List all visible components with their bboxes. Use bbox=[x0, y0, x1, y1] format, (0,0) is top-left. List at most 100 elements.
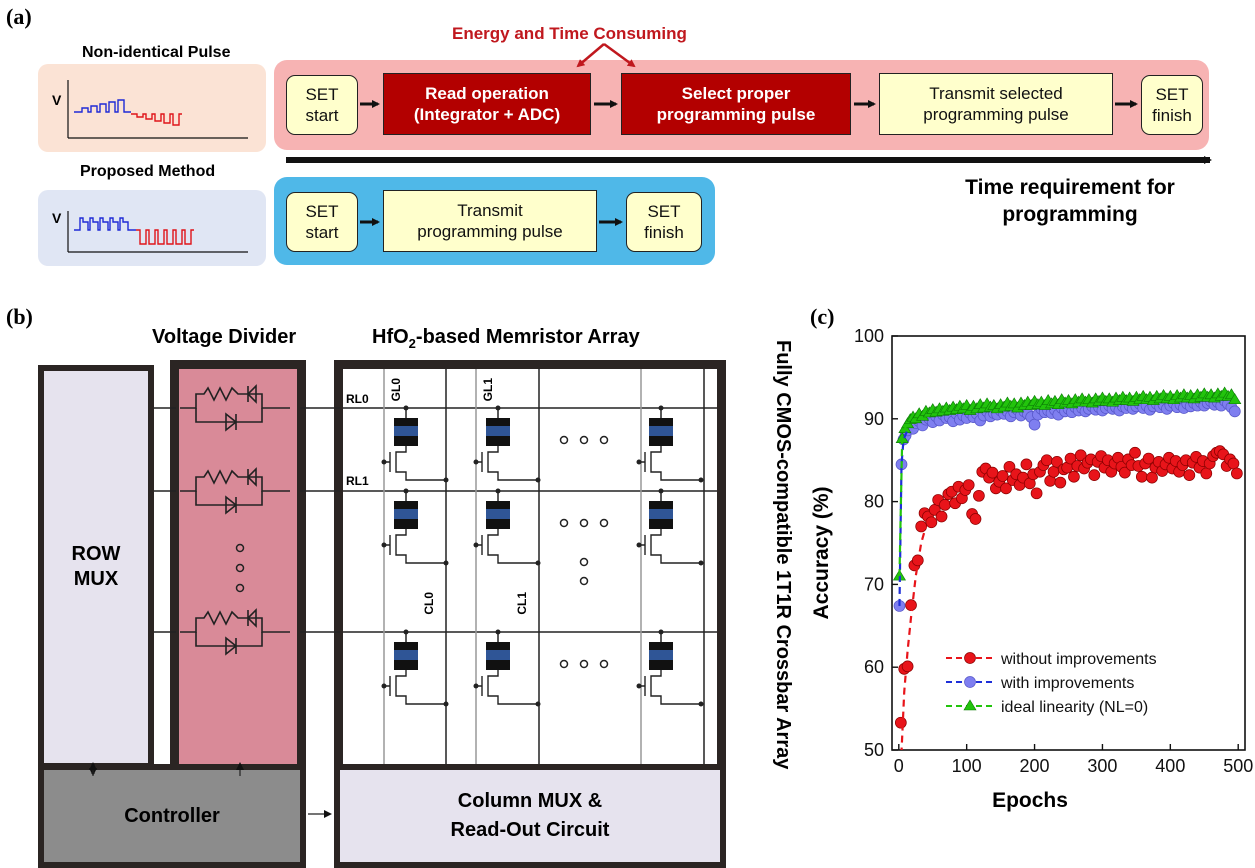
y-tick-label: 90 bbox=[864, 409, 884, 429]
data-point bbox=[1137, 402, 1150, 414]
data-point bbox=[996, 470, 1009, 482]
data-point bbox=[1088, 469, 1101, 481]
data-point bbox=[1204, 388, 1218, 400]
data-point bbox=[1228, 393, 1242, 405]
data-point bbox=[1174, 398, 1187, 411]
data-point bbox=[1211, 387, 1225, 399]
data-point bbox=[1048, 394, 1062, 406]
data-point bbox=[1167, 393, 1181, 405]
data-point bbox=[1220, 460, 1233, 472]
data-point bbox=[1000, 482, 1012, 495]
data-point bbox=[952, 480, 965, 493]
data-point bbox=[1113, 404, 1126, 417]
memristor-array-title: HfO2-based Memristor Array bbox=[372, 326, 640, 351]
plot-frame bbox=[891, 335, 1246, 751]
rl0-label: RL0 bbox=[346, 392, 369, 406]
data-point bbox=[1224, 388, 1238, 400]
data-point bbox=[1006, 474, 1019, 486]
data-point bbox=[1047, 465, 1060, 478]
data-point bbox=[1227, 457, 1240, 470]
data-point bbox=[899, 429, 912, 442]
data-point bbox=[1224, 453, 1236, 466]
data-point bbox=[1095, 450, 1107, 462]
data-point bbox=[1142, 452, 1155, 465]
data-point bbox=[1072, 395, 1086, 407]
data-point bbox=[1188, 397, 1200, 409]
voltage-symbol-bottom: V bbox=[52, 210, 62, 226]
data-point bbox=[966, 508, 978, 520]
data-point bbox=[1154, 401, 1166, 414]
data-point bbox=[932, 402, 947, 414]
x-axis-title: Epochs bbox=[992, 789, 1068, 812]
data-point bbox=[912, 407, 926, 419]
data-point bbox=[1099, 402, 1112, 414]
data-point bbox=[1166, 462, 1179, 475]
data-point bbox=[990, 402, 1004, 414]
legend-label: ideal linearity (NL=0) bbox=[1001, 699, 1148, 716]
data-point bbox=[1023, 477, 1036, 490]
crossbar-side-title: Fully CMOS-compatible 1T1R Crossbar Arra… bbox=[772, 340, 794, 770]
y-tick-label: 50 bbox=[864, 740, 884, 760]
data-point bbox=[1194, 390, 1208, 402]
data-point bbox=[1157, 389, 1171, 400]
fit-line bbox=[898, 426, 907, 577]
data-point bbox=[1197, 455, 1209, 467]
data-point bbox=[930, 410, 942, 423]
data-point bbox=[1177, 388, 1191, 400]
data-point bbox=[895, 458, 908, 471]
data-point bbox=[1126, 394, 1140, 406]
data-point bbox=[1068, 393, 1082, 405]
data-point bbox=[901, 660, 914, 673]
data-point bbox=[956, 492, 968, 505]
data-point bbox=[1086, 400, 1099, 413]
data-point bbox=[1190, 388, 1205, 400]
data-point bbox=[926, 416, 939, 428]
data-point bbox=[897, 433, 910, 446]
data-point bbox=[1031, 398, 1045, 410]
data-point bbox=[1064, 452, 1077, 465]
data-point bbox=[1210, 446, 1223, 459]
data-point bbox=[1149, 461, 1162, 474]
data-point bbox=[1004, 410, 1017, 423]
data-point bbox=[1004, 399, 1018, 411]
data-point bbox=[1096, 404, 1109, 417]
data-point bbox=[1078, 462, 1090, 475]
data-point bbox=[932, 494, 945, 506]
data-point bbox=[1075, 392, 1089, 404]
data-point bbox=[976, 465, 989, 478]
data-point bbox=[1173, 391, 1188, 403]
x-tick-label: 0 bbox=[894, 756, 904, 776]
data-point bbox=[947, 415, 959, 428]
data-point bbox=[956, 402, 970, 414]
voltage-divider-title: Voltage Divider bbox=[152, 326, 297, 348]
data-point bbox=[1051, 456, 1063, 468]
data-point bbox=[1108, 457, 1121, 470]
panel-c-label: (c) bbox=[810, 304, 835, 329]
data-point bbox=[1200, 467, 1213, 480]
gl0-label: GL0 bbox=[389, 378, 403, 402]
data-point bbox=[1163, 389, 1177, 401]
column-mux-block: Column MUX & Read-Out Circuit bbox=[334, 764, 726, 868]
data-point bbox=[990, 482, 1002, 495]
data-point bbox=[916, 419, 929, 432]
data-point bbox=[1076, 402, 1088, 414]
data-point bbox=[949, 497, 961, 510]
data-point bbox=[1184, 400, 1197, 413]
data-point bbox=[973, 489, 985, 502]
data-point bbox=[1068, 470, 1080, 483]
data-point bbox=[929, 405, 943, 417]
time-requirement-label: Time requirement for programming bbox=[965, 176, 1175, 226]
data-point bbox=[892, 569, 906, 581]
gl1-label: GL1 bbox=[481, 378, 495, 402]
data-point bbox=[1147, 400, 1160, 413]
proposed-pulse-inset bbox=[38, 190, 266, 266]
data-point bbox=[1089, 403, 1102, 416]
data-point bbox=[1217, 448, 1230, 461]
data-point bbox=[1038, 398, 1052, 410]
data-point bbox=[1228, 405, 1241, 418]
data-point bbox=[1042, 404, 1054, 417]
data-point bbox=[954, 413, 966, 426]
data-point bbox=[1044, 475, 1057, 487]
data-point bbox=[994, 398, 1008, 410]
set-finish-box-top: SET finish bbox=[1141, 75, 1203, 135]
